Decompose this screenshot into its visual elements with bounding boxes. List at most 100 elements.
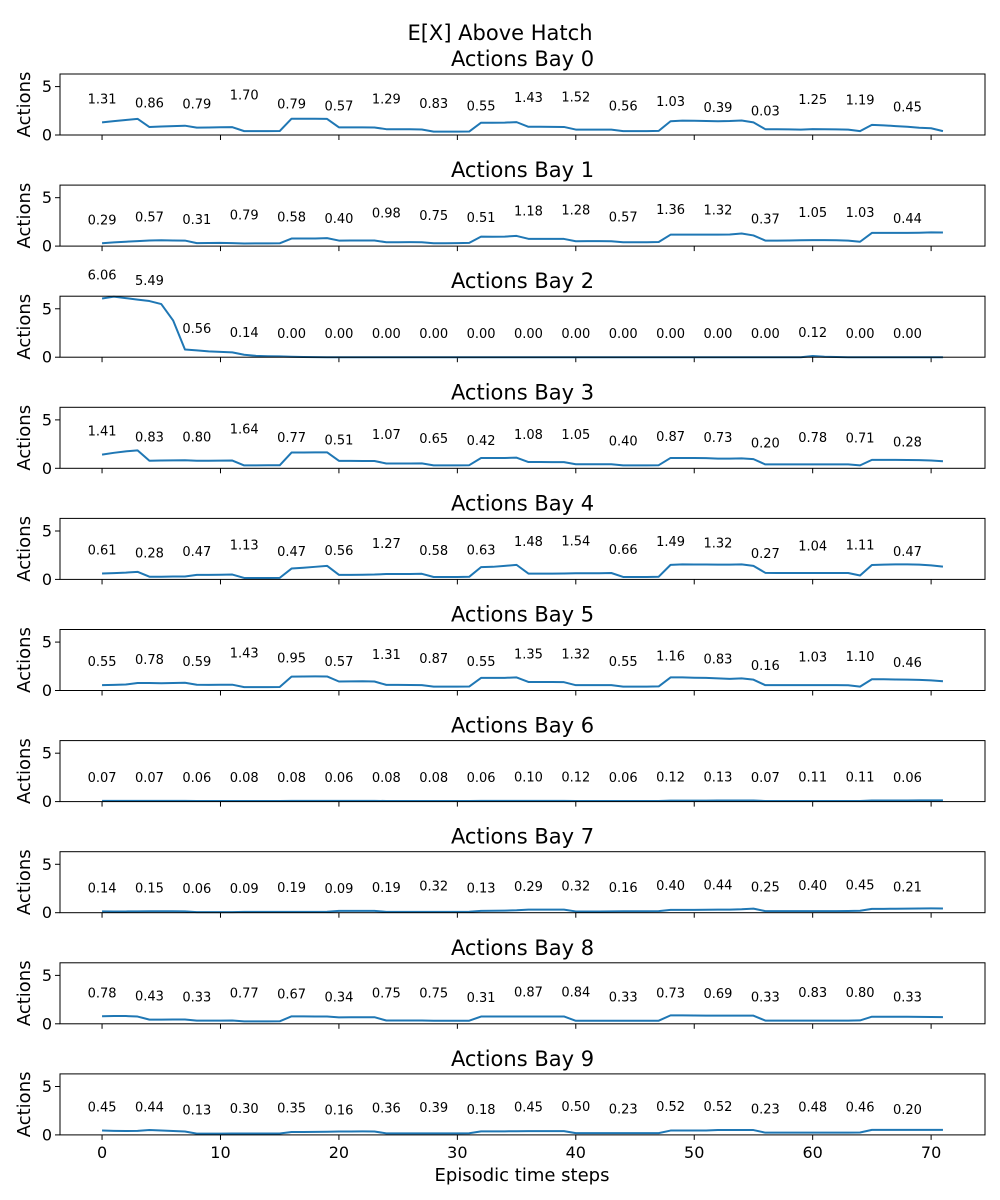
data-label: 0.31 <box>467 991 496 1006</box>
panel: Actions Bay 5 Actions 0 5 0.55 0.78 0.59 1.43 0.… <box>14 603 986 700</box>
data-label: 0.63 <box>467 543 496 558</box>
data-label: 1.03 <box>656 95 685 110</box>
data-label: 1.03 <box>798 651 827 666</box>
data-label: 0.34 <box>324 991 353 1006</box>
panel: Actions Bay 7 Actions 0 5 0.14 0.15 0.06 0.09 0.… <box>14 825 986 922</box>
data-label: 0.09 <box>230 882 259 897</box>
data-label: 0.09 <box>324 882 353 897</box>
data-label: 0.07 <box>135 771 164 786</box>
panel-title: Actions Bay 9 <box>451 1047 594 1071</box>
data-label: 0.67 <box>277 987 306 1002</box>
data-label: 0.06 <box>182 771 211 786</box>
data-label: 0.15 <box>135 881 164 896</box>
data-label: 1.07 <box>372 428 401 443</box>
data-label: 1.64 <box>230 422 259 437</box>
panel: Actions Bay 6 Actions 0 5 0.07 0.07 0.06 0.08 0.… <box>14 714 986 811</box>
data-label: 0.45 <box>514 1101 543 1116</box>
data-label: 0.28 <box>893 436 922 451</box>
data-label: 0.47 <box>277 545 306 560</box>
series-line <box>102 907 943 914</box>
data-label: 0.06 <box>467 771 496 786</box>
y-axis-label: Actions <box>14 516 35 582</box>
data-label: 0.10 <box>514 771 543 786</box>
data-label: 0.75 <box>419 209 448 224</box>
data-label: 0.29 <box>88 213 117 228</box>
panel: Actions Bay 3 Actions 0 5 1.41 0.83 0.80 1.64 0.… <box>14 380 986 478</box>
data-label: 6.06 <box>88 269 117 284</box>
data-label: 1.32 <box>703 203 732 218</box>
data-label: 1.31 <box>372 648 401 663</box>
data-label: 0.71 <box>846 431 875 446</box>
data-label: 1.11 <box>846 539 875 554</box>
data-label: 0.00 <box>656 327 685 342</box>
data-label: 0.66 <box>609 543 638 558</box>
data-label: 0.78 <box>798 431 827 446</box>
plot-frame <box>59 962 986 1025</box>
data-label: 0.28 <box>135 547 164 562</box>
plot-frame <box>59 1073 986 1136</box>
data-label: 0.00 <box>277 327 306 342</box>
panel-title: Actions Bay 0 <box>451 47 594 71</box>
y-tick-label: 0 <box>42 237 52 256</box>
data-label: 0.37 <box>751 213 780 228</box>
y-tick-label: 5 <box>42 1077 52 1096</box>
series-line <box>102 1014 943 1023</box>
data-label: 0.52 <box>703 1100 732 1115</box>
panel: Actions Bay 2 Actions 0 5 6.06 5.49 0.56 0.14 0.… <box>14 269 986 367</box>
data-label: 0.98 <box>372 207 401 222</box>
data-label: 0.00 <box>324 327 353 342</box>
x-tick-label: 60 <box>802 1143 822 1162</box>
data-label: 0.87 <box>419 652 448 667</box>
panel-title: Actions Bay 8 <box>451 936 594 960</box>
data-label: 0.13 <box>703 770 732 785</box>
data-label: 0.03 <box>751 105 780 120</box>
data-label: 0.69 <box>703 987 732 1002</box>
x-tick-label: 70 <box>921 1143 941 1162</box>
data-label: 0.86 <box>135 97 164 112</box>
data-label: 0.56 <box>182 322 211 337</box>
data-label: 0.08 <box>277 771 306 786</box>
x-axis-label: Episodic time steps <box>435 1165 610 1186</box>
y-tick-label: 0 <box>42 1014 52 1033</box>
y-tick-label: 0 <box>42 459 52 478</box>
data-label: 0.95 <box>277 651 306 666</box>
data-label: 0.55 <box>609 655 638 670</box>
data-label: 1.05 <box>561 428 590 443</box>
x-tick-label: 30 <box>447 1143 467 1162</box>
data-label: 1.52 <box>561 90 590 105</box>
panel-title: Actions Bay 3 <box>451 380 594 404</box>
data-label: 0.75 <box>372 987 401 1002</box>
data-label: 0.07 <box>751 771 780 786</box>
data-label: 0.73 <box>656 987 685 1002</box>
data-label: 0.79 <box>230 208 259 223</box>
data-label: 1.32 <box>703 537 732 552</box>
data-label: 1.25 <box>798 93 827 108</box>
series-line <box>101 117 944 133</box>
data-label: 0.57 <box>324 655 353 670</box>
data-label: 0.00 <box>609 327 638 342</box>
data-label: 0.55 <box>467 655 496 670</box>
plot-frame <box>59 295 986 358</box>
y-axis-label: Actions <box>14 738 35 804</box>
y-tick-label: 5 <box>42 744 52 763</box>
data-label: 0.33 <box>182 991 211 1006</box>
data-label: 0.58 <box>277 210 306 225</box>
series-line <box>102 1128 943 1135</box>
data-label: 0.12 <box>656 770 685 785</box>
data-label: 0.65 <box>419 432 448 447</box>
panel-title: Actions Bay 7 <box>451 825 594 849</box>
data-label: 0.80 <box>182 431 211 446</box>
y-axis-label: Actions <box>14 72 35 138</box>
data-label: 0.83 <box>419 97 448 112</box>
data-label: 0.57 <box>609 211 638 226</box>
data-label: 0.00 <box>703 327 732 342</box>
y-tick-label: 5 <box>42 521 52 540</box>
figure-title: E[X] Above Hatch <box>407 21 592 45</box>
data-label: 0.06 <box>324 771 353 786</box>
data-label: 5.49 <box>135 274 164 289</box>
data-label: 0.45 <box>846 878 875 893</box>
data-label: 0.06 <box>893 771 922 786</box>
data-label: 1.48 <box>514 535 543 550</box>
plot-frame <box>59 740 986 803</box>
